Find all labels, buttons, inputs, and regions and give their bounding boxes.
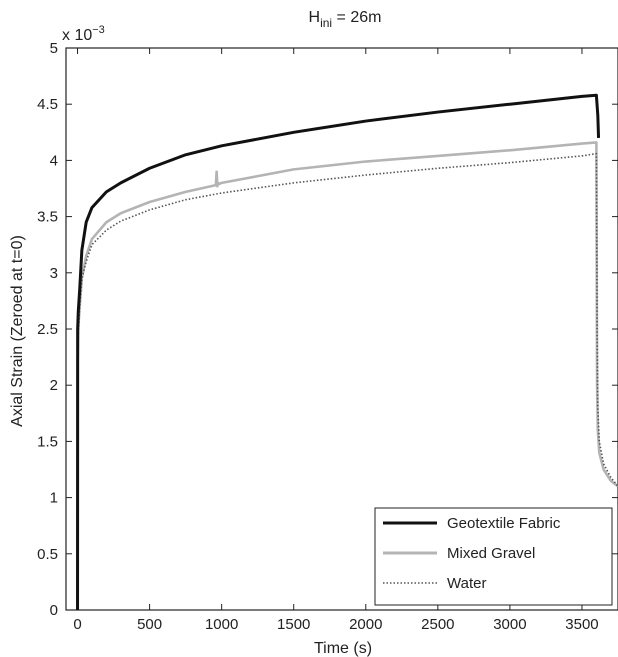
legend-label-water: Water	[447, 575, 486, 592]
y-tick-label: 1	[50, 490, 58, 507]
x-tick-label: 3500	[565, 616, 598, 633]
legend: Geotextile Fabric Mixed Gravel Water	[374, 507, 613, 606]
x-tick-label: 3000	[493, 616, 526, 633]
x-tick-label: 2500	[421, 616, 454, 633]
x-tick-label: 1000	[205, 616, 238, 633]
legend-label-mixed-gravel: Mixed Gravel	[447, 545, 535, 562]
y-axis-label: Axial Strain (Zeroed at t=0)	[9, 235, 26, 427]
y-tick-label: 4.5	[37, 96, 58, 113]
legend-label-geotextile: Geotextile Fabric	[447, 515, 561, 532]
series-line-water	[76, 152, 618, 611]
y-tick-label: 0	[50, 602, 58, 619]
y-tick-label: 4	[50, 152, 58, 169]
y-tick-label: 3.5	[37, 209, 58, 226]
y-tick-label: 0.5	[37, 546, 58, 563]
y-tick-label: 3	[50, 265, 58, 282]
series-line-mixed-gravel	[76, 141, 618, 611]
y-multiplier-label: x 10−3	[62, 24, 105, 44]
x-tick-label: 1500	[277, 616, 310, 633]
x-tick-label: 0	[73, 616, 81, 633]
y-tick-label: 2.5	[37, 321, 58, 338]
y-tick-label: 1.5	[37, 433, 58, 450]
series-layer	[76, 93, 618, 611]
y-tick-label: 2	[50, 377, 58, 394]
x-axis-label: Time (s)	[314, 640, 372, 657]
x-tick-label: 2000	[349, 616, 382, 633]
series-line-geotextile-fabric	[76, 93, 601, 611]
x-tick-label: 500	[137, 616, 162, 633]
ticks-layer: 0 0.5 1 1.5 2 2.5 3 3.5 4 4.5 5 0 500 1000 1500 2000 250…	[37, 40, 618, 633]
chart-title: Hini = 26m	[309, 9, 382, 30]
y-tick-label: 5	[50, 40, 58, 57]
